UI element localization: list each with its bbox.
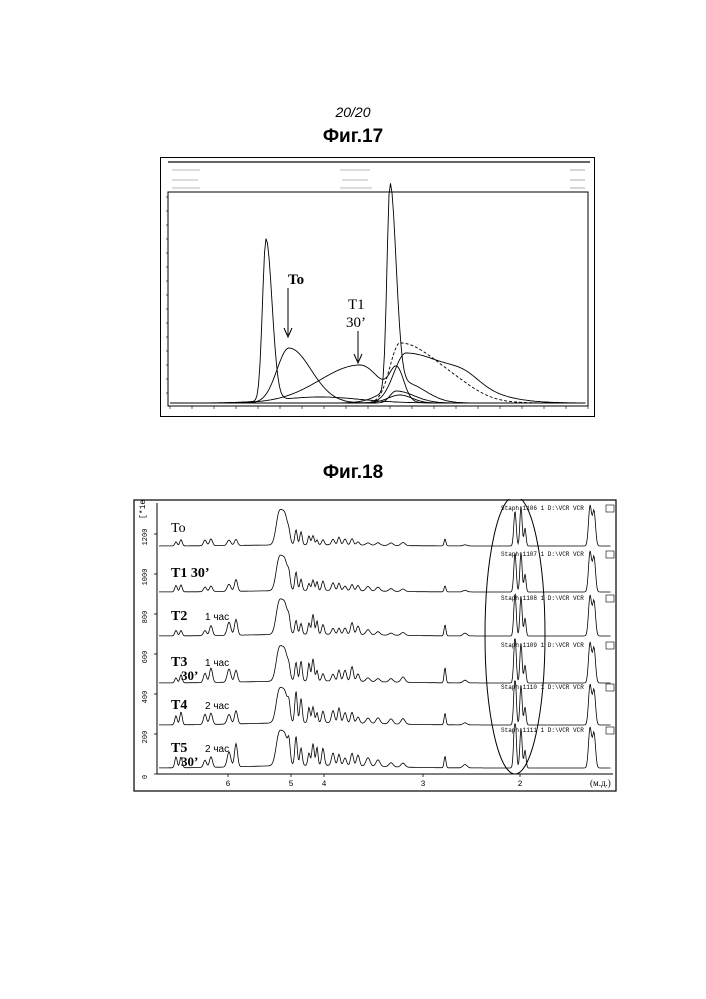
trace-label-sub: 2 час xyxy=(205,701,229,712)
trace-label-sub: 2 час xyxy=(205,744,229,755)
x-unit: (м.д.) xyxy=(590,778,611,788)
y-tick-label: 800 xyxy=(142,611,150,624)
trace-label-main: To xyxy=(171,521,186,536)
trace-label-sub: 1 час xyxy=(205,612,229,623)
trace-tag: Staph 1106 1 D:\VCR VCR xyxy=(501,505,584,512)
label-t1: T1 xyxy=(348,297,365,313)
trace-tag: Staph 1109 1 D:\VCR VCR xyxy=(501,642,584,649)
figure-17-title: Фиг.17 xyxy=(0,126,706,148)
x-tick-label: 4 xyxy=(322,780,327,789)
x-tick-label: 5 xyxy=(289,780,294,789)
trace-tag: Staph 1111 1 D:\VCR VCR xyxy=(501,727,584,734)
y-tick-label: 400 xyxy=(142,691,150,704)
trace-label-main: T2 xyxy=(171,609,187,624)
y-tick-label: 1200 xyxy=(142,529,150,546)
figure-18-title: Фиг.18 xyxy=(0,462,706,484)
x-tick-label: 2 xyxy=(518,780,523,789)
trace-tag: Staph 1107 1 D:\VCR VCR xyxy=(501,551,584,558)
trace-tag: Staph 1108 1 D:\VCR VCR xyxy=(501,595,584,602)
trace-label-main: T1 30’ xyxy=(171,566,210,581)
y-unit: [*1e3] xyxy=(139,499,148,519)
label-30min: 30’ xyxy=(346,315,366,331)
trace-label-sub2: 30’ xyxy=(181,668,198,683)
figure-18-nmr-spectra: [*1e3] 0 200 400 600 800 1000 1200 6 5 4 3 2 (м.д.… xyxy=(133,499,617,792)
page-number: 20/20 xyxy=(0,104,706,120)
y-tick-label: 1000 xyxy=(142,569,150,586)
y-tick-label: 200 xyxy=(142,731,150,744)
figure-17-chromatogram: To T1 30’ xyxy=(160,157,595,417)
y-tick-label: 600 xyxy=(142,651,150,664)
x-tick-label: 6 xyxy=(226,780,231,789)
x-tick-label: 3 xyxy=(421,780,426,789)
trace-label-main: T4 xyxy=(171,698,187,713)
trace-label-sub: 1 час xyxy=(205,658,229,669)
y-tick-label: 0 xyxy=(142,775,150,779)
trace-label-sub2: 30’ xyxy=(181,754,198,769)
label-to: To xyxy=(288,272,304,288)
